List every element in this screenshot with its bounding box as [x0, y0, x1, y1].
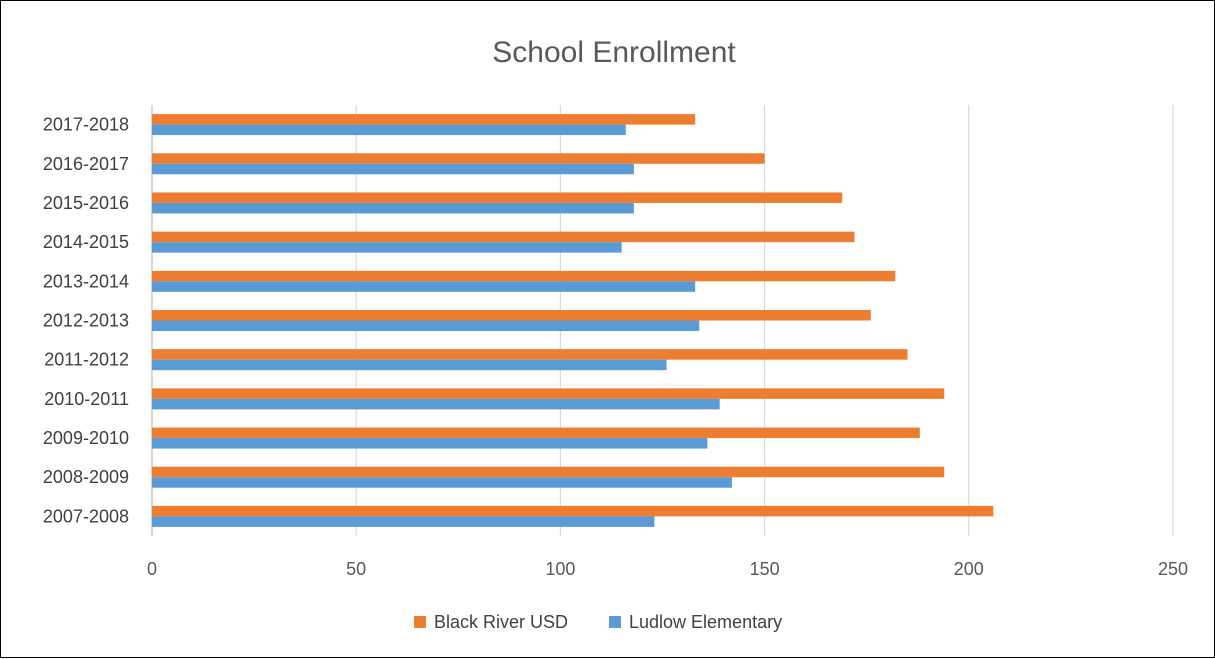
bar-ludlow-elementary-2009-2010 [152, 438, 708, 449]
x-tick-label: 250 [1158, 559, 1188, 579]
bar-black-river-usd-2008-2009 [152, 466, 945, 478]
category-label: 2016-2017 [43, 154, 129, 174]
bar-ludlow-elementary-2007-2008 [152, 516, 655, 527]
category-label: 2012-2013 [43, 311, 129, 331]
x-tick-label: 0 [147, 559, 157, 579]
x-tick-label: 200 [954, 559, 984, 579]
bar-ludlow-elementary-2011-2012 [152, 359, 667, 371]
bar-ludlow-elementary-2012-2013 [152, 320, 700, 331]
x-tick-label: 100 [545, 559, 575, 579]
chart-title: School Enrollment [492, 36, 736, 69]
category-labels: 2007-2008 2008-2009 2009-2010 2010-2011 2011… [43, 115, 129, 527]
bar-black-river-usd-2017-2018 [152, 114, 696, 125]
bar-black-river-usd-2014-2015 [152, 231, 855, 243]
category-label: 2007-2008 [43, 506, 129, 526]
x-tick-label: 50 [346, 559, 366, 579]
bar-black-river-usd-2009-2010 [152, 427, 920, 439]
bar-black-river-usd-2007-2008 [152, 505, 994, 517]
bar-ludlow-elementary-2015-2016 [152, 202, 634, 214]
category-label: 2009-2010 [43, 428, 129, 448]
legend-label: Black River USD [434, 612, 568, 632]
legend: Black River USD Ludlow Elementary [414, 612, 782, 632]
bar-ludlow-elementary-2013-2014 [152, 281, 696, 292]
category-label: 2017-2018 [43, 115, 129, 135]
category-label: 2010-2011 [44, 389, 129, 409]
bar-ludlow-elementary-2016-2017 [152, 163, 634, 175]
bar-ludlow-elementary-2010-2011 [152, 398, 720, 410]
category-label: 2011-2012 [44, 350, 129, 370]
bar-black-river-usd-2015-2016 [152, 192, 843, 203]
category-label: 2008-2009 [43, 467, 129, 487]
bar-black-river-usd-2016-2017 [152, 153, 765, 164]
bars [152, 114, 994, 527]
bar-black-river-usd-2013-2014 [152, 270, 896, 282]
bar-ludlow-elementary-2014-2015 [152, 242, 622, 253]
bar-black-river-usd-2011-2012 [152, 349, 908, 360]
legend-label: Ludlow Elementary [629, 612, 782, 632]
bar-ludlow-elementary-2017-2018 [152, 124, 626, 136]
x-tick-label: 150 [750, 559, 780, 579]
legend-swatch [609, 616, 621, 628]
category-label: 2014-2015 [43, 232, 129, 252]
legend-swatch [414, 616, 426, 628]
category-label: 2015-2016 [43, 193, 129, 213]
bar-black-river-usd-2010-2011 [152, 388, 945, 399]
bar-black-river-usd-2012-2013 [152, 310, 871, 321]
category-label: 2013-2014 [43, 271, 129, 291]
bar-ludlow-elementary-2008-2009 [152, 477, 732, 488]
x-tick-labels: 0 50 100 150 200 250 [147, 559, 1188, 579]
